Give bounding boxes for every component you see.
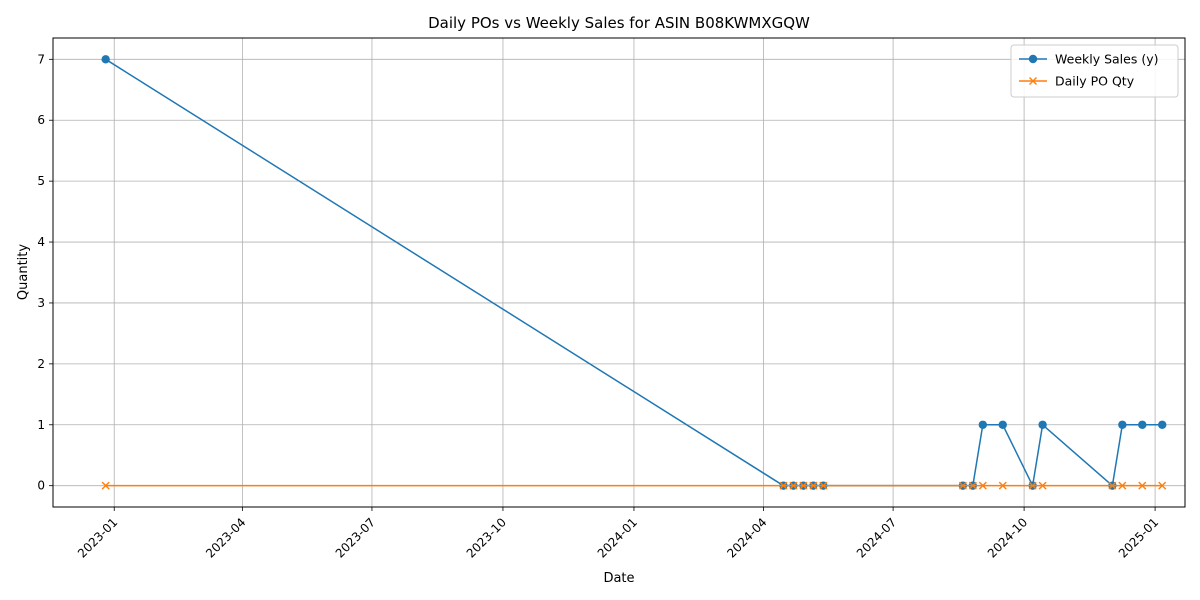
data-point bbox=[1118, 420, 1127, 429]
y-tick-label: 5 bbox=[37, 174, 45, 188]
data-point bbox=[101, 481, 110, 490]
data-point bbox=[978, 420, 988, 429]
legend-marker bbox=[1028, 54, 1038, 64]
data-point bbox=[1118, 481, 1127, 490]
data-point bbox=[958, 481, 967, 490]
y-axis-label: Quantity bbox=[16, 244, 31, 300]
data-point bbox=[998, 481, 1007, 490]
legend-frame bbox=[1010, 44, 1179, 98]
data-point bbox=[1138, 420, 1147, 429]
series-1 bbox=[101, 481, 1167, 490]
y-axis: 0 1 2 3 4 5 6 7 bbox=[37, 52, 53, 493]
legend-marker bbox=[1029, 77, 1037, 85]
data-point bbox=[819, 481, 828, 490]
data-point bbox=[101, 55, 110, 64]
series-layer bbox=[101, 55, 1167, 490]
data-point bbox=[1038, 481, 1047, 490]
x-axis-label: Date bbox=[603, 571, 634, 586]
data-point bbox=[998, 420, 1007, 429]
plot-area-frame bbox=[52, 37, 1186, 508]
data-point bbox=[1158, 420, 1167, 429]
data-point bbox=[1038, 420, 1047, 429]
y-tick-label: 3 bbox=[37, 296, 45, 310]
legend: Weekly Sales (y) Daily PO Qty bbox=[1010, 44, 1179, 98]
y-tick-label: 2 bbox=[37, 357, 45, 371]
y-tick-label: 0 bbox=[37, 479, 45, 493]
data-point bbox=[1138, 481, 1147, 490]
data-point bbox=[1158, 481, 1167, 490]
data-point bbox=[779, 481, 788, 490]
data-point bbox=[1028, 481, 1037, 490]
y-tick-label: 7 bbox=[37, 52, 45, 66]
y-tick-label: 6 bbox=[37, 113, 45, 127]
data-point bbox=[1108, 481, 1117, 490]
legend-label: Weekly Sales (y) bbox=[1055, 52, 1159, 67]
y-tick-label: 1 bbox=[37, 418, 45, 432]
data-point bbox=[978, 481, 987, 490]
data-point bbox=[789, 481, 798, 490]
data-point bbox=[809, 481, 818, 490]
data-point bbox=[968, 481, 977, 490]
y-tick-label: 4 bbox=[37, 235, 45, 249]
chart-title: Daily POs vs Weekly Sales for ASIN B08KW… bbox=[428, 14, 810, 32]
data-point bbox=[799, 481, 808, 490]
legend-label: Daily PO Qty bbox=[1055, 74, 1135, 89]
